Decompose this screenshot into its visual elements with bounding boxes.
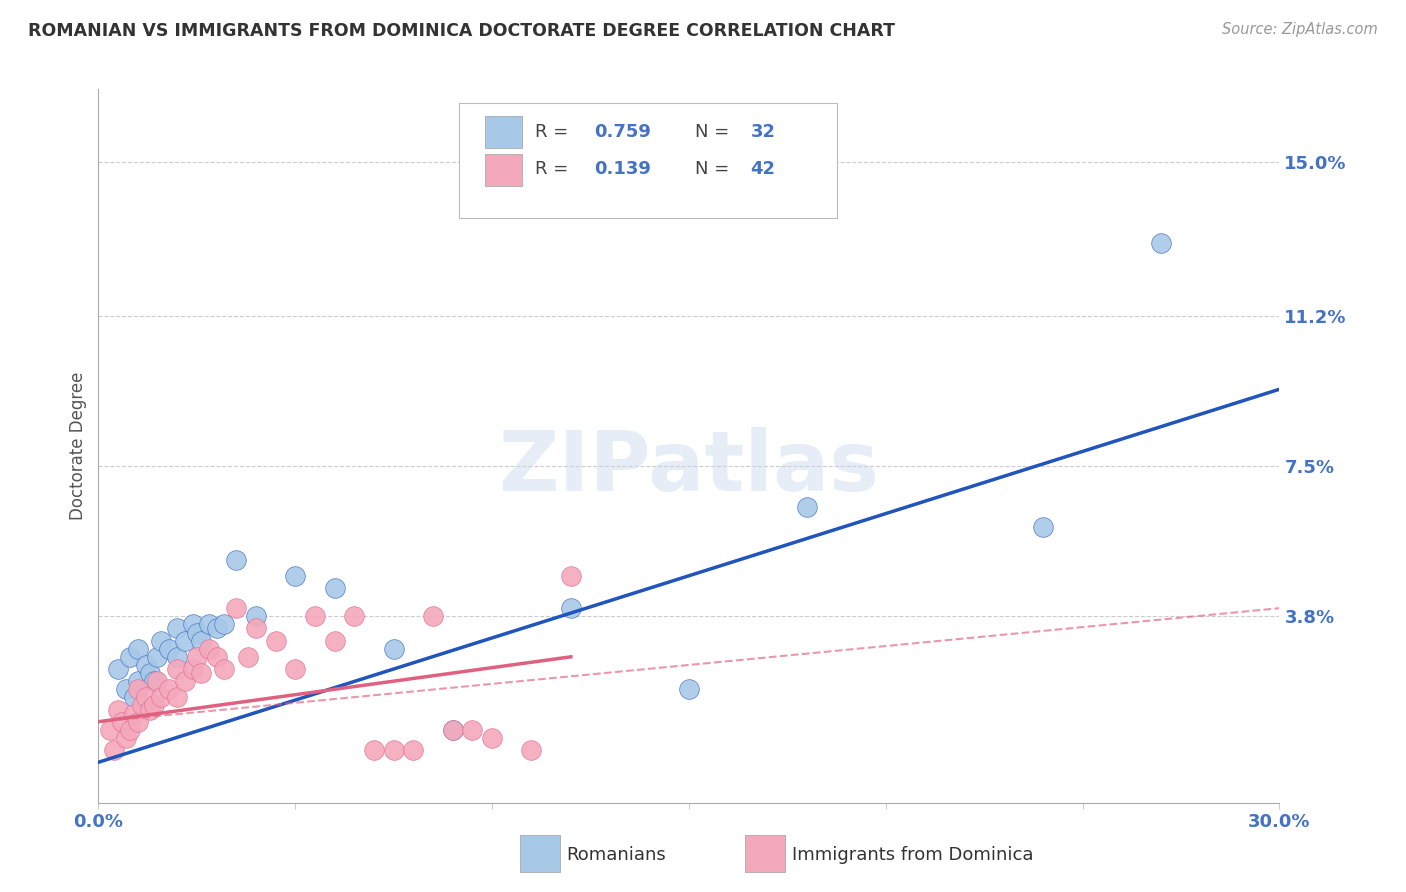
Point (115, 682, 138, 697)
Point (205, 649, 228, 664)
Text: Romanians: Romanians (567, 846, 666, 863)
Point (197, 641, 219, 656)
Point (166, 622, 188, 636)
Point (441, 723, 464, 737)
Point (174, 674, 197, 689)
Point (150, 633, 173, 648)
Point (135, 690, 157, 705)
Point (461, 723, 484, 737)
Point (678, 682, 700, 697)
Point (520, 743, 543, 757)
Point (107, 702, 129, 716)
Point (796, 500, 818, 514)
Point (323, 633, 346, 648)
Point (127, 682, 149, 697)
Point (284, 568, 307, 582)
Y-axis label: Doctorate Degree: Doctorate Degree (69, 372, 87, 520)
Point (190, 633, 212, 648)
Point (186, 649, 208, 664)
Point (1150, 236, 1173, 251)
Point (157, 682, 180, 697)
Text: Immigrants from Dominica: Immigrants from Dominica (792, 846, 1033, 863)
Point (245, 622, 267, 636)
Point (111, 714, 134, 729)
Point (146, 674, 169, 689)
Point (157, 641, 180, 656)
Text: 0.759: 0.759 (595, 123, 651, 141)
Point (122, 690, 145, 705)
Point (382, 641, 405, 656)
Point (103, 743, 125, 757)
Point (138, 666, 160, 681)
Point (174, 633, 197, 648)
Point (323, 581, 346, 595)
Point (441, 723, 464, 737)
Point (127, 674, 149, 689)
Point (214, 662, 236, 676)
Point (481, 731, 503, 745)
Point (236, 649, 259, 664)
Point (560, 568, 582, 582)
Point (225, 552, 247, 566)
Point (363, 743, 385, 757)
Point (186, 625, 208, 640)
Text: Source: ZipAtlas.com: Source: ZipAtlas.com (1222, 22, 1378, 37)
Text: N =: N = (695, 161, 735, 178)
Point (138, 702, 160, 716)
Text: ZIPatlas: ZIPatlas (499, 427, 879, 508)
Point (1032, 520, 1054, 534)
Point (122, 706, 145, 721)
Point (146, 649, 169, 664)
Point (131, 698, 153, 713)
Text: 0.139: 0.139 (595, 161, 651, 178)
Point (197, 617, 219, 632)
Point (284, 662, 307, 676)
Text: N =: N = (695, 123, 735, 141)
Point (166, 690, 188, 705)
FancyBboxPatch shape (458, 103, 837, 218)
Text: R =: R = (536, 123, 575, 141)
Point (127, 714, 149, 729)
Point (245, 609, 267, 624)
Point (422, 609, 444, 624)
Point (214, 617, 236, 632)
Point (402, 743, 425, 757)
Point (150, 690, 173, 705)
Point (142, 698, 165, 713)
Point (127, 641, 149, 656)
Point (304, 609, 326, 624)
FancyBboxPatch shape (485, 116, 523, 148)
Point (225, 601, 247, 615)
Point (135, 657, 157, 672)
Point (264, 633, 287, 648)
Point (560, 601, 582, 615)
Text: 42: 42 (751, 161, 775, 178)
Point (166, 649, 188, 664)
Text: 32: 32 (751, 123, 775, 141)
Point (118, 649, 141, 664)
FancyBboxPatch shape (485, 154, 523, 186)
Point (115, 731, 138, 745)
Point (181, 662, 204, 676)
Point (181, 617, 204, 632)
Point (343, 609, 366, 624)
Text: R =: R = (536, 161, 575, 178)
Point (190, 666, 212, 681)
Text: ROMANIAN VS IMMIGRANTS FROM DOMINICA DOCTORATE DEGREE CORRELATION CHART: ROMANIAN VS IMMIGRANTS FROM DOMINICA DOC… (28, 22, 896, 40)
Point (118, 723, 141, 737)
Point (166, 662, 188, 676)
Point (98, 723, 121, 737)
Point (142, 674, 165, 689)
Point (107, 662, 129, 676)
Point (205, 622, 228, 636)
Point (382, 743, 405, 757)
